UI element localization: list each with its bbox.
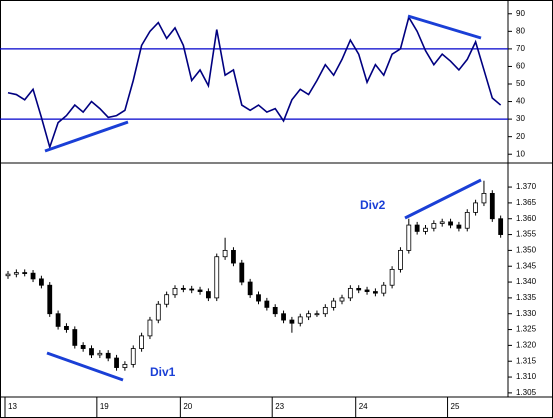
candle-body <box>39 278 44 286</box>
candle-body <box>439 221 445 224</box>
candle-body <box>347 287 353 299</box>
candle-body <box>356 287 362 291</box>
annotation: Div1 <box>150 365 176 379</box>
y-tick-label: 80 <box>516 26 525 35</box>
candle-body <box>339 297 345 302</box>
candle-body <box>272 306 278 315</box>
candle-body <box>289 319 295 324</box>
candle-body <box>456 224 462 229</box>
trend-line <box>404 178 482 220</box>
y-tick-label: 1.360 <box>516 214 537 223</box>
candle-body <box>231 249 236 264</box>
y-tick-label: 1.325 <box>516 325 537 334</box>
candle-body <box>214 256 220 299</box>
candle-body <box>22 272 28 274</box>
candle-body <box>180 287 186 290</box>
annotation: Div2 <box>360 198 386 212</box>
candle-body <box>389 268 395 286</box>
candle-body <box>47 284 53 315</box>
y-tick-label: 30 <box>516 114 525 123</box>
candle-body <box>155 303 161 321</box>
candle-body <box>139 335 145 349</box>
candle-body <box>381 284 387 294</box>
candle-body <box>306 313 312 318</box>
candle-body <box>55 313 61 327</box>
candle-body <box>64 325 69 330</box>
trend-line <box>407 14 482 40</box>
y-tick-label: 1.365 <box>516 198 537 207</box>
trend-line <box>46 351 124 382</box>
y-tick-label: 50 <box>516 79 525 88</box>
y-tick-label: 1.370 <box>516 182 537 191</box>
y-tick-label: 10 <box>516 149 525 158</box>
x-tick-label: 13 <box>8 402 17 411</box>
candle-body <box>147 319 153 337</box>
candle-body <box>189 288 195 291</box>
candle-body <box>89 348 94 356</box>
trend-line <box>44 120 129 153</box>
candle-body <box>406 224 412 251</box>
y-tick-label: 90 <box>516 9 525 18</box>
candle-body <box>322 306 328 315</box>
x-tick-label: 24 <box>359 402 368 411</box>
x-tick-label: 23 <box>275 402 284 411</box>
candle-body <box>5 273 11 277</box>
y-tick-label: 1.345 <box>516 261 537 270</box>
candle-body <box>122 363 128 368</box>
x-tick-label: 25 <box>451 402 460 411</box>
y-tick-label: 60 <box>516 62 525 71</box>
candle-body <box>414 224 420 232</box>
candle-body <box>239 262 245 283</box>
candle-body <box>105 352 111 359</box>
candle-body <box>264 300 270 308</box>
candle-body <box>222 249 228 258</box>
candle-body <box>489 192 495 220</box>
y-tick-label: 1.350 <box>516 246 537 255</box>
y-tick-label: 70 <box>516 44 525 53</box>
y-tick-label: 1.355 <box>516 230 537 239</box>
candle-body <box>72 329 78 346</box>
candle-body <box>398 249 403 270</box>
candle-body <box>13 272 19 275</box>
y-tick-label: 40 <box>516 97 525 106</box>
candle-body <box>197 289 203 292</box>
y-tick-label: 1.305 <box>516 388 537 397</box>
candle-body <box>80 344 86 349</box>
candle-body <box>297 316 303 324</box>
candle-body <box>431 223 437 229</box>
x-tick-label: 20 <box>183 402 192 411</box>
candle-body <box>364 289 370 292</box>
candle-body <box>172 287 178 296</box>
candle-body <box>331 300 337 308</box>
rsi-line <box>7 15 502 150</box>
candle-body <box>256 294 261 302</box>
y-tick-label: 1.335 <box>516 293 537 302</box>
candle-body <box>247 281 253 296</box>
x-tick-label: 19 <box>100 402 109 411</box>
plot: 10 20 30 40 50 60 70 80 90 1.305 1.310 1.315 1.320 1.… <box>0 9 537 418</box>
y-tick-label: 1.320 <box>516 340 537 349</box>
candle-body <box>164 294 170 305</box>
candle-body <box>498 218 504 235</box>
candle-body <box>205 291 211 299</box>
candle-body <box>464 211 470 229</box>
candle-body <box>314 313 320 316</box>
y-tick-label: 1.330 <box>516 309 537 318</box>
candle-body <box>481 192 487 204</box>
y-tick-label: 20 <box>516 132 525 141</box>
candle-body <box>448 221 453 226</box>
candle-body <box>423 227 428 232</box>
candle-body <box>130 348 136 365</box>
y-tick-label: 1.340 <box>516 277 537 286</box>
candle-body <box>97 352 103 356</box>
candle-body <box>372 291 378 294</box>
y-tick-label: 1.315 <box>516 356 537 365</box>
y-tick-label: 1.310 <box>516 372 537 381</box>
candle-body <box>114 357 119 368</box>
candle-body <box>473 202 479 213</box>
candle-body <box>281 313 286 321</box>
candle-body <box>30 272 36 280</box>
